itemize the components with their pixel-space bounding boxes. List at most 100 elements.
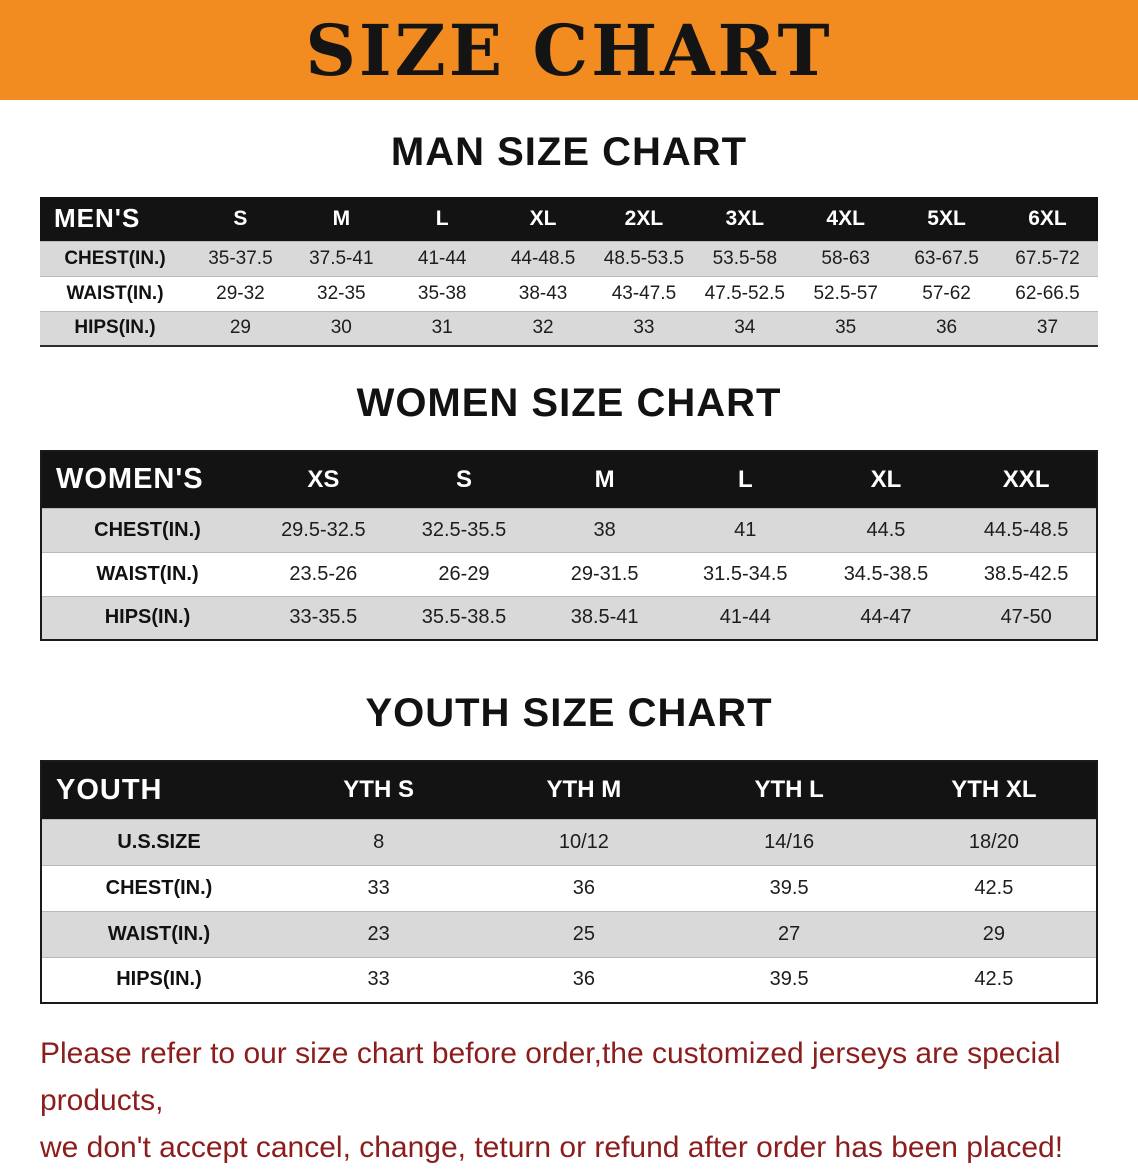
size-value-cell: 32	[492, 310, 594, 346]
size-value-cell: 44.5	[815, 507, 957, 552]
size-value-cell: 38.5-41	[534, 595, 675, 640]
size-value-cell: 23.5-26	[253, 551, 394, 596]
table-header: MEN'S S M L XL 2XL 3XL 4XL 5XL 6XL	[40, 197, 1098, 241]
size-value-cell: 44-47	[815, 595, 957, 640]
table-row: HIPS(IN.) 33-35.5 35.5-38.5 38.5-41 41-44 44-…	[41, 595, 1097, 640]
size-value-cell: 41-44	[391, 240, 493, 276]
table-category-label: YOUTH	[41, 761, 276, 819]
size-value-cell: 26-29	[393, 551, 535, 596]
size-value-cell: 37.5-41	[290, 240, 392, 276]
size-section-women: WOMEN SIZE CHART WOMEN'S XS S M L XL XXL CHES…	[0, 347, 1138, 641]
header-row: WOMEN'S XS S M L XL XXL	[41, 451, 1097, 508]
column-header: YTH S	[276, 761, 482, 819]
row-label: HIPS(IN.)	[41, 595, 253, 640]
size-value-cell: 33-35.5	[253, 595, 394, 640]
size-value-cell: 35	[795, 310, 897, 346]
size-value-cell: 44-48.5	[492, 240, 594, 276]
column-header: XS	[253, 451, 394, 508]
size-sections: MAN SIZE CHART MEN'S S M L XL 2XL 3XL 4XL 5XL 6X…	[0, 100, 1138, 1004]
size-value-cell: 35-38	[391, 275, 493, 311]
size-value-cell: 41-44	[674, 595, 816, 640]
section-title-men: MAN SIZE CHART	[390, 130, 748, 174]
column-header: 5XL	[896, 197, 997, 241]
size-value-cell: 29	[190, 310, 291, 346]
table-row: U.S.SIZE 8 10/12 14/16 18/20	[41, 818, 1097, 865]
size-value-cell: 8	[276, 818, 482, 865]
size-value-cell: 33	[276, 956, 482, 1003]
size-value-cell: 39.5	[686, 864, 892, 911]
size-value-cell: 29.5-32.5	[253, 507, 394, 552]
table-header: YOUTH YTH S YTH M YTH L YTH XL	[41, 761, 1097, 819]
size-section-men: MAN SIZE CHART MEN'S S M L XL 2XL 3XL 4XL 5XL 6X…	[0, 100, 1138, 347]
column-header: YTH XL	[891, 761, 1097, 819]
size-value-cell: 52.5-57	[795, 275, 897, 311]
column-header: YTH L	[686, 761, 892, 819]
table-row: WAIST(IN.) 23.5-26 26-29 29-31.5 31.5-34.5 34…	[41, 551, 1097, 596]
column-header: XL	[815, 451, 957, 508]
row-label: CHEST(IN.)	[41, 864, 276, 911]
size-value-cell: 35-37.5	[190, 240, 291, 276]
size-value-cell: 30	[290, 310, 392, 346]
size-value-cell: 34	[694, 310, 796, 346]
size-value-cell: 57-62	[896, 275, 997, 311]
size-value-cell: 62-66.5	[997, 275, 1098, 311]
size-value-cell: 33	[593, 310, 695, 346]
column-header: S	[190, 197, 291, 241]
column-header: M	[290, 197, 392, 241]
disclaimer-line2: we don't accept cancel, change, teturn o…	[40, 1131, 1064, 1164]
size-value-cell: 33	[276, 864, 482, 911]
size-value-cell: 36	[481, 956, 687, 1003]
row-label: WAIST(IN.)	[41, 551, 253, 596]
row-label: HIPS(IN.)	[41, 956, 276, 1003]
size-value-cell: 63-67.5	[896, 240, 997, 276]
section-title-youth: YOUTH SIZE CHART	[365, 691, 773, 735]
size-value-cell: 67.5-72	[997, 240, 1098, 276]
size-value-cell: 42.5	[891, 864, 1097, 911]
table-row: WAIST(IN.) 23 25 27 29	[41, 910, 1097, 957]
size-value-cell: 53.5-58	[694, 240, 796, 276]
table-row: WAIST(IN.) 29-32 32-35 35-38 38-43 43-47.5 47.…	[40, 275, 1098, 311]
size-value-cell: 10/12	[481, 818, 687, 865]
size-value-cell: 29-32	[190, 275, 291, 311]
size-value-cell: 41	[674, 507, 816, 552]
size-value-cell: 43-47.5	[593, 275, 695, 311]
table-category-label: WOMEN'S	[41, 451, 253, 508]
size-value-cell: 23	[276, 910, 482, 957]
size-value-cell: 39.5	[686, 956, 892, 1003]
disclaimer-line1: Please refer to our size chart before or…	[40, 1037, 1061, 1117]
size-value-cell: 29	[891, 910, 1097, 957]
size-value-cell: 42.5	[891, 956, 1097, 1003]
size-value-cell: 31	[391, 310, 493, 346]
row-label: CHEST(IN.)	[41, 507, 253, 552]
size-value-cell: 14/16	[686, 818, 892, 865]
size-table-youth: YOUTH YTH S YTH M YTH L YTH XL U.S.SIZE 8 10/…	[40, 760, 1098, 1004]
row-label: CHEST(IN.)	[40, 240, 190, 276]
size-value-cell: 29-31.5	[534, 551, 675, 596]
size-table-women: WOMEN'S XS S M L XL XXL CHEST(IN.) 29.5-32.5 32…	[40, 450, 1098, 641]
column-header: 3XL	[694, 197, 796, 241]
table-row: CHEST(IN.) 29.5-32.5 32.5-35.5 38 41 44.5 44.5…	[41, 507, 1097, 552]
table-row: HIPS(IN.) 33 36 39.5 42.5	[41, 956, 1097, 1003]
table-header: WOMEN'S XS S M L XL XXL	[41, 451, 1097, 508]
size-value-cell: 36	[481, 864, 687, 911]
table-body: U.S.SIZE 8 10/12 14/16 18/20 CHEST(IN.) 33 36 39…	[41, 818, 1097, 1003]
size-value-cell: 38	[534, 507, 675, 552]
column-header: 6XL	[997, 197, 1098, 241]
page-title: SIZE CHART	[305, 8, 833, 92]
column-header: YTH M	[481, 761, 687, 819]
table-category-label: MEN'S	[40, 197, 190, 241]
column-header: M	[534, 451, 675, 508]
size-value-cell: 38-43	[492, 275, 594, 311]
row-label: U.S.SIZE	[41, 818, 276, 865]
column-header: XXL	[956, 451, 1097, 508]
size-value-cell: 37	[997, 310, 1098, 346]
table-row: CHEST(IN.) 33 36 39.5 42.5	[41, 864, 1097, 911]
table-row: CHEST(IN.) 35-37.5 37.5-41 41-44 44-48.5 48.5…	[40, 240, 1098, 276]
size-value-cell: 58-63	[795, 240, 897, 276]
column-header: 2XL	[593, 197, 695, 241]
table-body: CHEST(IN.) 29.5-32.5 32.5-35.5 38 41 44.5 44.5…	[41, 507, 1097, 640]
row-label: HIPS(IN.)	[40, 310, 190, 346]
row-label: WAIST(IN.)	[41, 910, 276, 957]
size-value-cell: 47.5-52.5	[694, 275, 796, 311]
size-value-cell: 25	[481, 910, 687, 957]
